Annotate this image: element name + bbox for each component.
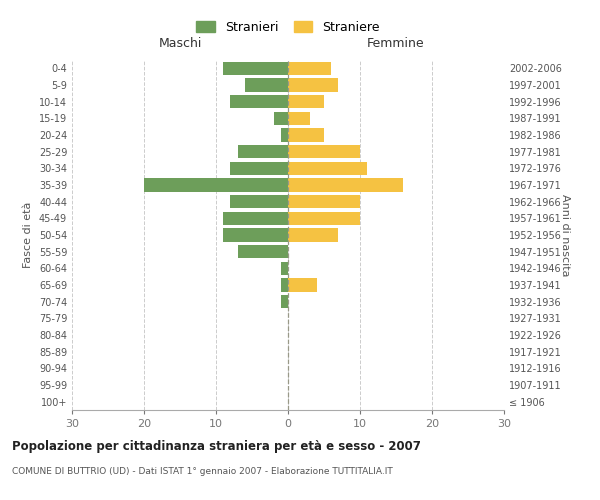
Bar — [288, 195, 360, 208]
Bar — [288, 95, 324, 108]
Bar — [223, 212, 288, 225]
Bar — [288, 278, 317, 291]
Bar — [274, 112, 288, 125]
Bar — [245, 78, 288, 92]
Bar — [288, 62, 331, 75]
Bar — [288, 112, 310, 125]
Bar — [288, 178, 403, 192]
Bar — [238, 245, 288, 258]
Text: COMUNE DI BUTTRIO (UD) - Dati ISTAT 1° gennaio 2007 - Elaborazione TUTTITALIA.IT: COMUNE DI BUTTRIO (UD) - Dati ISTAT 1° g… — [12, 468, 393, 476]
Bar — [281, 278, 288, 291]
Bar — [288, 228, 338, 241]
Y-axis label: Anni di nascita: Anni di nascita — [560, 194, 570, 276]
Bar — [288, 162, 367, 175]
Bar — [230, 195, 288, 208]
Legend: Stranieri, Straniere: Stranieri, Straniere — [193, 18, 383, 38]
Bar — [223, 228, 288, 241]
Bar — [281, 262, 288, 275]
Bar — [281, 128, 288, 141]
Bar — [144, 178, 288, 192]
Bar — [238, 145, 288, 158]
Bar — [288, 212, 360, 225]
Bar — [223, 62, 288, 75]
Text: Maschi: Maschi — [158, 36, 202, 50]
Y-axis label: Fasce di età: Fasce di età — [23, 202, 33, 268]
Bar — [230, 95, 288, 108]
Bar — [288, 128, 324, 141]
Bar — [288, 145, 360, 158]
Bar — [230, 162, 288, 175]
Bar — [281, 295, 288, 308]
Bar — [288, 78, 338, 92]
Text: Femmine: Femmine — [367, 36, 425, 50]
Text: Popolazione per cittadinanza straniera per età e sesso - 2007: Popolazione per cittadinanza straniera p… — [12, 440, 421, 453]
